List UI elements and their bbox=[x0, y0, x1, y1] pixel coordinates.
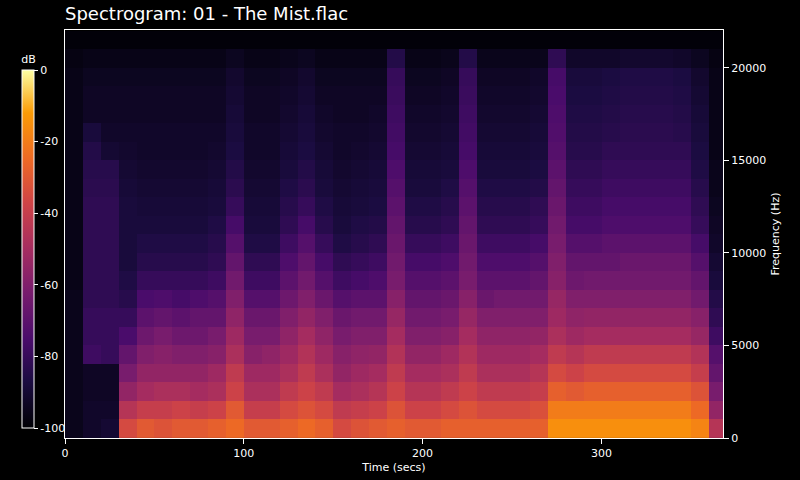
svg-text:5000: 5000 bbox=[731, 339, 759, 352]
svg-text:-100: -100 bbox=[40, 422, 65, 435]
svg-text:Time (secs): Time (secs) bbox=[361, 461, 425, 474]
svg-text:0: 0 bbox=[62, 447, 69, 460]
svg-text:200: 200 bbox=[412, 447, 433, 460]
svg-text:15000: 15000 bbox=[731, 154, 766, 167]
svg-text:-80: -80 bbox=[40, 350, 58, 363]
svg-text:Frequency (Hz): Frequency (Hz) bbox=[769, 193, 782, 276]
svg-text:0: 0 bbox=[731, 432, 738, 445]
svg-text:-60: -60 bbox=[40, 279, 58, 292]
svg-text:0: 0 bbox=[40, 64, 47, 77]
svg-text:20000: 20000 bbox=[731, 62, 766, 75]
svg-text:Spectrogram: 01 - The Mist.fla: Spectrogram: 01 - The Mist.flac bbox=[65, 3, 348, 24]
svg-text:300: 300 bbox=[591, 447, 612, 460]
svg-text:100: 100 bbox=[233, 447, 254, 460]
svg-text:dB: dB bbox=[21, 53, 36, 66]
svg-text:10000: 10000 bbox=[731, 247, 766, 260]
svg-text:-40: -40 bbox=[40, 207, 58, 220]
svg-text:-20: -20 bbox=[40, 135, 58, 148]
